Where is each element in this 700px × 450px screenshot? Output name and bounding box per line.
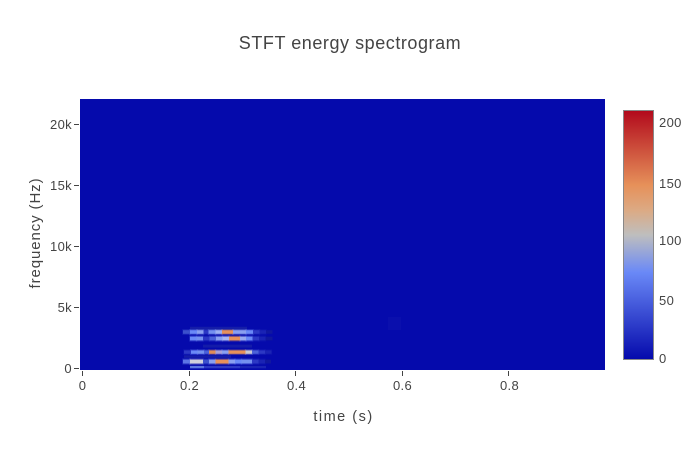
svg-text:time (s): time (s) <box>313 409 373 425</box>
svg-text:frequency (Hz): frequency (Hz) <box>27 178 44 289</box>
